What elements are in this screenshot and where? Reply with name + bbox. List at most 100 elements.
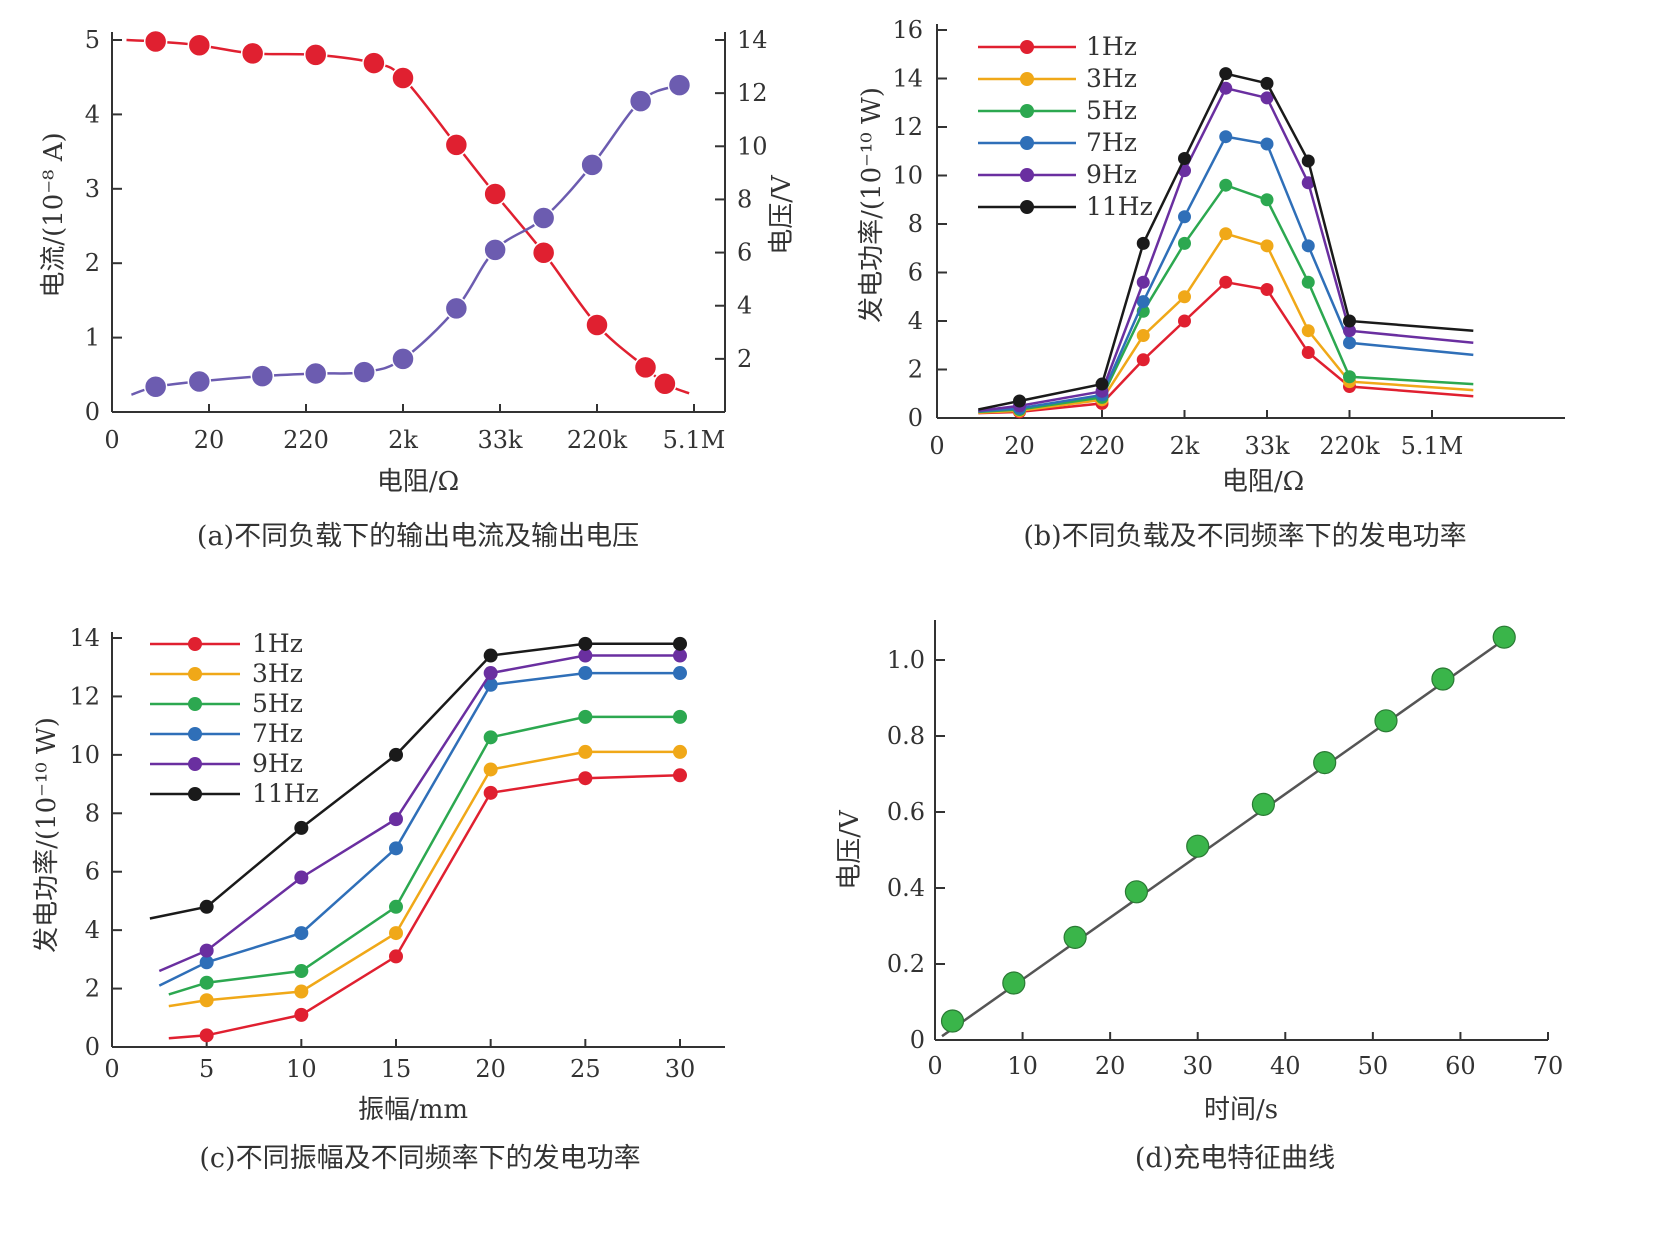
series-point [673,709,687,724]
x-tick-label: 25 [570,1055,601,1083]
current-point [653,371,677,396]
panel-caption: (d)充电特征曲线 [1135,1143,1335,1174]
y-tick-label: 0 [908,404,923,432]
y-tick-label: 8 [908,210,923,238]
series-line [978,232,1474,414]
series-point [673,666,687,681]
y-tick-label: 10 [892,162,923,190]
x-tick-label: 33k [477,426,523,454]
x-tick-label: 5.1M [663,426,726,454]
y-tick-label: 10 [69,741,100,769]
x-tick-label: 220k [1319,432,1380,460]
series-point [1178,210,1191,224]
data-point [1374,709,1398,733]
y-tick-label: 0 [910,1026,925,1054]
x-axis-label: 电阻/Ω [1222,467,1304,497]
y-tick-label: 14 [892,65,923,93]
x-axis-label: 电阻/Ω [377,467,459,497]
current-point [143,29,168,54]
x-tick-label: 0 [929,432,944,460]
voltage-point [667,73,692,97]
series-point [1178,314,1191,328]
left-tick-label: 1 [85,324,100,352]
y-tick-label: 6 [908,259,923,287]
legend-swatch-point [1020,200,1034,214]
series-line [978,86,1474,412]
panel-b: 0 2 4 6 8 10 12 14 16 0 20 220 2k 33k 220k 5.1M 电阻/Ω 发电功率… [857,16,1565,552]
legend-label: 5Hz [252,689,303,718]
panel-caption: (a)不同负载下的输出电流及输出电压 [197,521,639,552]
y-tick-label: 0.8 [887,722,925,750]
panel-caption: (b)不同负载及不同频率下的发电功率 [1023,521,1466,552]
x-tick-label: 2k [388,426,418,454]
data-point [940,1009,965,1033]
left-tick-label: 3 [85,175,100,203]
y-axis-label: 电压/V [835,809,865,890]
current-point [303,43,328,67]
series-line [978,72,1474,411]
legend-swatch-point [1020,168,1034,182]
data-point [1431,667,1455,691]
series-point [578,771,593,786]
data-point [1313,750,1337,775]
series-point [1136,275,1150,289]
series-point [1178,290,1191,304]
data-point [1002,971,1026,995]
x-tick-label: 220 [1079,432,1125,460]
y-tick-label: 0 [85,1033,100,1061]
legend-label: 11Hz [1086,192,1153,221]
series-point [199,1028,214,1043]
x-tick-label: 5 [199,1055,214,1083]
current-point [483,182,507,206]
series-point [389,747,403,762]
x-tick-label: 20 [1095,1052,1126,1080]
series-point [389,926,403,941]
series-point [1219,130,1233,144]
voltage-point [187,369,212,394]
x-tick-label: 20 [194,426,225,454]
y-axis-label: 发电功率/(10⁻¹⁰ W) [32,717,62,953]
y-tick-label: 1.0 [887,646,925,674]
x-tick-label: 30 [1182,1052,1213,1080]
fit-line [941,632,1514,1038]
y-tick-label: 0.2 [887,950,925,978]
voltage-point [580,153,604,177]
current-point [362,51,386,75]
series-line [978,183,1474,414]
series-point [1178,236,1191,250]
series-line [978,135,1474,413]
series-point [389,841,403,856]
voltage-point [391,347,415,371]
series-point [673,744,687,759]
series-point [1260,91,1274,105]
series-point [673,636,687,651]
series-point [294,926,309,941]
series-point [483,648,498,663]
series-point [294,820,309,835]
series-line [168,774,681,1040]
series-point [294,964,309,979]
x-tick-label: 220k [567,426,628,454]
x-tick-label: 40 [1270,1052,1301,1080]
current-point [585,313,609,337]
data-point [1063,925,1087,950]
left-tick-label: 4 [85,100,100,128]
x-tick-label: 20 [1004,432,1035,460]
voltage-point [483,238,507,262]
y-tick-label: 6 [85,858,100,886]
panel-caption: (c)不同振幅及不同频率下的发电功率 [199,1143,640,1174]
right-y-axis-label: 电压/V [767,174,797,255]
legend-label: 9Hz [1086,160,1137,189]
series-point [294,870,309,885]
series-point [578,709,593,724]
series-point [578,744,593,759]
series-point [199,975,214,990]
data-point [1492,625,1516,649]
legend-label: 9Hz [252,749,303,778]
series-point [1301,154,1315,168]
x-tick-label: 10 [286,1055,317,1083]
voltage-point [628,89,653,113]
x-tick-label: 10 [1007,1052,1038,1080]
legend-label: 11Hz [252,779,319,808]
